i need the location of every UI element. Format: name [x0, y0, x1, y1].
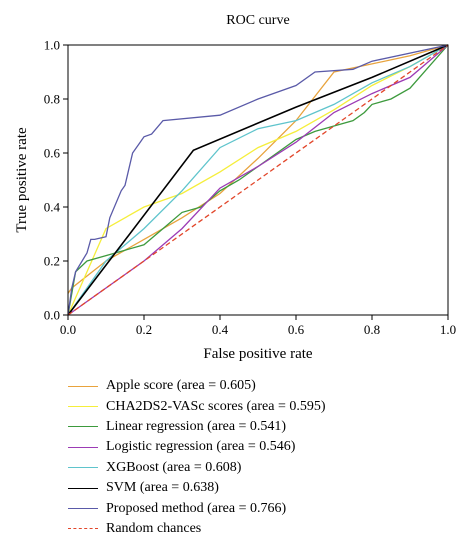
y-tick-label: 0.6 — [44, 146, 61, 161]
legend-label: Apple score (area = 0.605) — [106, 378, 256, 394]
series-line-5 — [67, 44, 449, 316]
legend-label: SVM (area = 0.638) — [106, 480, 219, 496]
legend-swatch — [68, 385, 98, 387]
legend-swatch — [68, 446, 98, 448]
legend-swatch — [68, 508, 98, 510]
legend-item: Linear regression (area = 0.541) — [68, 417, 468, 437]
series-line-6 — [67, 44, 449, 316]
legend-item: CHA2DS2-VASc scores (area = 0.595) — [68, 396, 468, 416]
y-tick-label: 1.0 — [44, 38, 60, 53]
legend-item: Proposed method (area = 0.766) — [68, 498, 468, 518]
x-tick-label: 0.2 — [136, 322, 152, 337]
series-line-7 — [67, 44, 449, 316]
y-tick-label: 0.4 — [44, 200, 61, 215]
series-line-1 — [67, 44, 449, 316]
x-tick-label: 0.0 — [60, 322, 76, 337]
legend-label: CHA2DS2-VASc scores (area = 0.595) — [106, 398, 326, 414]
legend-swatch — [68, 487, 98, 489]
legend-swatch — [68, 467, 98, 469]
y-tick-label: 0.8 — [44, 92, 60, 107]
lines-layer — [67, 44, 449, 316]
legend-label: Logistic regression (area = 0.546) — [106, 439, 296, 455]
x-tick-label: 1.0 — [440, 322, 456, 337]
legend-swatch — [68, 426, 98, 428]
legend-item: SVM (area = 0.638) — [68, 478, 468, 498]
series-line-0 — [67, 44, 449, 294]
legend-swatch — [68, 528, 98, 530]
x-tick-label: 0.8 — [364, 322, 380, 337]
legend: Apple score (area = 0.605) CHA2DS2-VASc s… — [68, 376, 468, 539]
legend-item: Logistic regression (area = 0.546) — [68, 437, 468, 457]
x-tick-label: 0.6 — [288, 322, 305, 337]
legend-item: XGBoost (area = 0.608) — [68, 458, 468, 478]
legend-label: Random chances — [106, 520, 202, 536]
y-axis-label: True positive rate — [14, 127, 30, 233]
series-line-4 — [67, 44, 449, 316]
ticks-layer: 0.0 0.2 0.4 0.6 0.8 1.0 0.0 0.2 0.4 0.6 0.8 1.0 — [44, 38, 456, 338]
y-tick-label: 0.0 — [44, 308, 60, 323]
chart-title: ROC curve — [226, 13, 289, 28]
legend-swatch — [68, 406, 98, 408]
roc-chart: ROC curve 0.0 0.2 0.4 0.6 0.8 1.0 0.0 0.2 0.4 0.6… — [14, 13, 456, 362]
legend-item: Random chances — [68, 519, 468, 539]
y-tick-label: 0.2 — [44, 254, 60, 269]
series-line-3 — [67, 44, 449, 316]
plot-frame — [67, 44, 449, 316]
x-axis-label: False positive rate — [203, 346, 312, 362]
x-tick-label: 0.4 — [212, 322, 229, 337]
legend-label: XGBoost (area = 0.608) — [106, 459, 242, 475]
legend-label: Linear regression (area = 0.541) — [106, 418, 287, 434]
legend-label: Proposed method (area = 0.766) — [106, 500, 287, 516]
legend-item: Apple score (area = 0.605) — [68, 376, 468, 396]
